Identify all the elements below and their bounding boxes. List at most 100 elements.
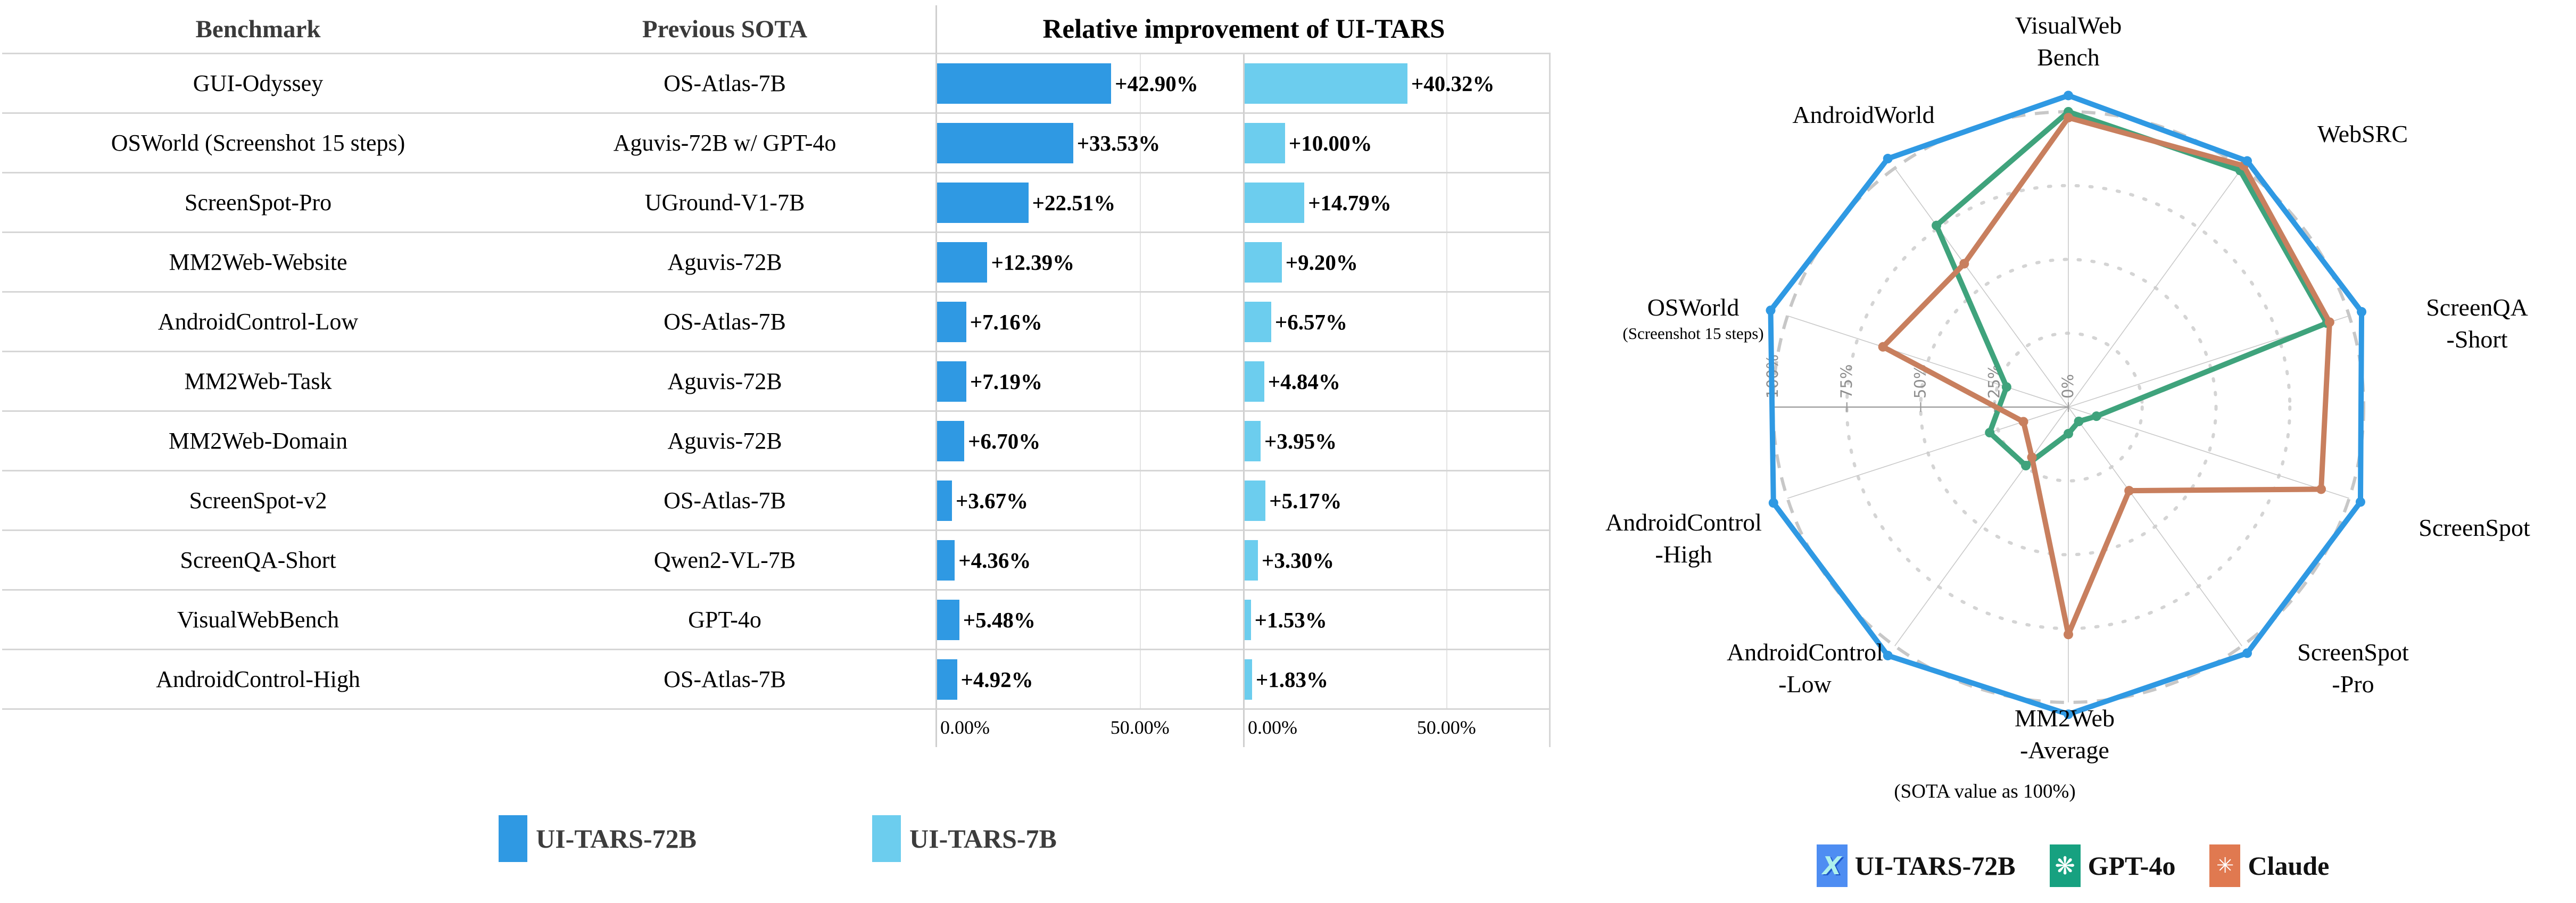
axis-tick-50: 50.00% [1110,717,1170,738]
gridline-50pct [1446,531,1448,589]
benchmark-name: GUI-Odyssey [2,54,514,114]
radar-plot-area: 0%25%50%75%100% [1763,90,2367,719]
benchmark-name-text: GUI-Odyssey [193,70,324,96]
bar-value-label: +14.79% [1308,190,1391,215]
radar-axis-label-osworld: OSWorld (Screenshot 15 steps) [1622,294,1764,343]
previous-sota-name-text: Aguvis-72B [667,368,782,394]
radar-legend-label: Claude [2248,851,2330,881]
previous-sota-name-text: OS-Atlas-7B [664,487,786,513]
bar-cell-72b: +6.70% [935,412,1243,471]
bar-uitars-72b [937,540,955,581]
legend-label: UI-TARS-7B [909,824,1057,854]
legend-item-ui-tars-72b: UI-TARS-72B [499,815,697,862]
bar-value-label: +33.53% [1076,130,1161,155]
benchmark-name: ScreenSpot-v2 [2,471,514,531]
bar-uitars-7b [1245,301,1271,342]
bar-uitars-72b [937,599,959,640]
radar-legend: X UI-TARS-72B ❋ GPT-4o ✳ Claude [1570,844,2576,887]
table-row: ScreenQA-Short Qwen2-VL-7B +4.36% +3.30% [2,531,1553,591]
radar-axis-label-androidworld: AndroidWorld [1792,101,1935,128]
bar-value-label: +22.51% [1032,190,1116,215]
bar-value-label: +3.95% [1264,428,1337,453]
gridline-50pct [1446,650,1448,708]
bar-uitars-72b [937,63,1112,104]
bar-uitars-72b [937,301,966,342]
previous-sota-name: OS-Atlas-7B [514,54,935,114]
previous-sota-name: OS-Atlas-7B [514,650,935,710]
bar-value-label: +3.67% [955,488,1029,513]
previous-sota-name: GPT-4o [514,591,935,650]
bar-cell-72b: +12.39% [935,233,1243,293]
bar-cell-7b: +1.53% [1243,591,1551,650]
bar-value-label: +3.30% [1262,548,1335,573]
bar-uitars-72b [937,480,952,521]
bar-uitars-7b [1245,599,1251,640]
radar-legend-item-gpt-4o: ❋ GPT-4o [2049,844,2175,887]
axis-tick-50: 50.00% [1417,717,1476,738]
benchmark-name-text: ScreenSpot-Pro [184,189,332,216]
table-row: GUI-Odyssey OS-Atlas-7B +42.90% +40.32% [2,54,1553,114]
improvement-column-header: Relative improvement of UI-TARS [935,5,1551,54]
bar-uitars-72b [937,182,1029,223]
bar-uitars-7b [1245,242,1282,283]
radar-axis-label-screenspot: ScreenSpot [2418,514,2530,541]
bar-uitars-7b [1245,659,1252,700]
gridline-50pct [1446,412,1448,470]
bar-value-label: +6.70% [968,428,1041,453]
bar-value-label: +5.48% [963,607,1036,632]
gridline-50pct [1140,114,1141,172]
axis-tick-0: 0.00% [940,717,990,738]
radar-axis-label-screenqa: ScreenQA -Short [2426,294,2528,353]
table-row: MM2Web-Domain Aguvis-72B +6.70% +3.95% [2,412,1553,471]
gridline-50pct [1446,352,1448,410]
sota-note: (SOTA value as 100%) [1894,781,2076,802]
bar-uitars-7b [1245,182,1305,223]
previous-sota-name-text: Aguvis-72B w/ GPT-4o [613,130,836,156]
bar-cell-72b: +7.16% [935,293,1243,352]
benchmark-name-text: VisualWebBench [177,607,339,633]
bar-cell-72b: +5.48% [935,591,1243,650]
previous-sota-name: Aguvis-72B w/ GPT-4o [514,114,935,173]
radar-series-GPT-4o [1934,109,2330,469]
gridline-50pct [1140,650,1141,708]
radar-axis-sublabel: (Screenshot 15 steps) [1622,324,1764,343]
benchmark-improvement-table: Benchmark Previous SOTA Relative improve… [2,5,1553,862]
bar-uitars-72b [937,659,957,700]
openai-logo-icon: ❋ [2049,844,2081,887]
bar-uitars-7b [1245,420,1261,461]
previous-sota-name-text: OS-Atlas-7B [664,70,786,96]
bar-uitars-72b [937,242,988,283]
legend-swatch-icon [499,815,528,862]
benchmark-name: OSWorld (Screenshot 15 steps) [2,114,514,173]
previous-sota-name-text: Aguvis-72B [667,249,782,275]
radial-tick-label: 0% [2059,374,2077,399]
previous-sota-name-text: UGround-V1-7B [644,189,805,216]
claude-logo-icon: ✳ [2209,844,2241,887]
table-row: MM2Web-Website Aguvis-72B +12.39% +9.20% [2,233,1553,293]
radar-legend-item-ui-tars-72b: X UI-TARS-72B [1816,844,2016,887]
bar-uitars-7b [1245,122,1285,163]
bar-cell-7b: +40.32% [1243,54,1551,114]
radar-series-Claude [1880,115,2332,637]
gridline-50pct [1140,531,1141,589]
gridline-50pct [1140,173,1141,231]
table-row: MM2Web-Task Aguvis-72B +7.19% +4.84% [2,352,1553,412]
gridline-50pct [1140,233,1141,291]
radar-axis-label-androidcontrol: AndroidControl -Low [1727,639,1883,698]
table-row: ScreenSpot-v2 OS-Atlas-7B +3.67% +5.17% [2,471,1553,531]
bar-cell-72b: +42.90% [935,54,1243,114]
bar-cell-7b: +4.84% [1243,352,1551,412]
bar-uitars-7b [1245,540,1258,581]
bar-value-label: +40.32% [1411,71,1495,96]
table-row: AndroidControl-Low OS-Atlas-7B +7.16% +6.57… [2,293,1553,352]
bar-uitars-72b [937,122,1073,163]
bar-value-label: +5.17% [1269,488,1342,513]
axis-tick-0: 0.00% [1248,717,1297,738]
previous-sota-name-text: OS-Atlas-7B [664,309,786,335]
radar-axis-label-websrc: WebSRC [2317,120,2408,147]
radar-chart: 0% 25% 50% 75% 100% VisualWeb Bench WebSRC Scre… [1570,0,2576,903]
benchmark-name-text: AndroidControl-Low [158,309,359,335]
gridline-50pct [1446,471,1448,529]
bar-value-label: +4.84% [1268,369,1340,394]
bar-cell-7b: +14.79% [1243,173,1551,233]
